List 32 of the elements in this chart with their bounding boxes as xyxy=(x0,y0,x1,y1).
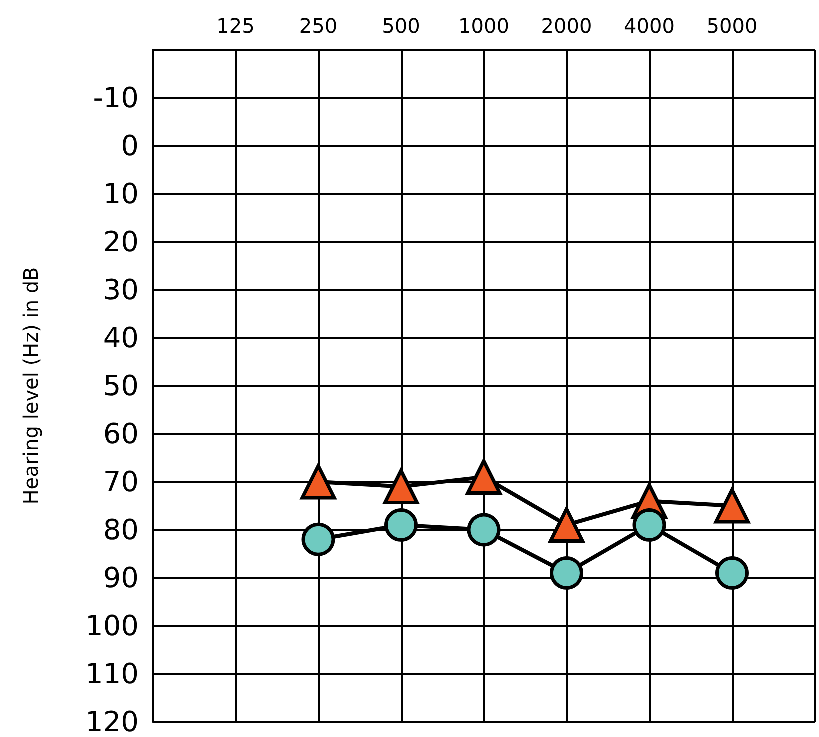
y-tick-label: 10 xyxy=(103,178,139,210)
y-tick-label: 0 xyxy=(121,130,139,162)
y-tick-label: -10 xyxy=(93,82,139,114)
x-tick-label: 1000 xyxy=(458,14,510,38)
point xyxy=(549,507,584,543)
x-tick-label: 500 xyxy=(382,14,420,38)
point xyxy=(300,464,336,500)
x-tick-label: 5000 xyxy=(706,14,758,38)
y-tick-label: 90 xyxy=(103,562,139,594)
point xyxy=(384,508,418,542)
point xyxy=(632,508,666,542)
y-tick-label: 110 xyxy=(86,658,139,690)
x-tick-label: 125 xyxy=(216,14,255,38)
y-tick-label: 40 xyxy=(103,322,139,354)
y-tick-label: 100 xyxy=(86,610,139,642)
y-tick-label: 30 xyxy=(103,274,139,306)
x-tick-label: 2000 xyxy=(541,14,592,38)
y-tick-label: 20 xyxy=(103,226,139,258)
point xyxy=(467,513,501,547)
x-tick-label: 4000 xyxy=(624,14,675,38)
point xyxy=(550,556,584,590)
point xyxy=(714,488,750,524)
y-tick-label: 120 xyxy=(86,706,139,737)
y-tick-label: 70 xyxy=(103,466,139,498)
y-tick-label: 60 xyxy=(103,418,139,450)
point xyxy=(466,459,502,495)
y-axis-title: Hearing level (Hz) in dB xyxy=(19,267,43,505)
point xyxy=(716,556,749,590)
point xyxy=(302,522,336,556)
x-tick-label: 250 xyxy=(299,14,338,38)
y-tick-label: 80 xyxy=(103,514,139,546)
y-tick-label: 50 xyxy=(103,370,139,402)
